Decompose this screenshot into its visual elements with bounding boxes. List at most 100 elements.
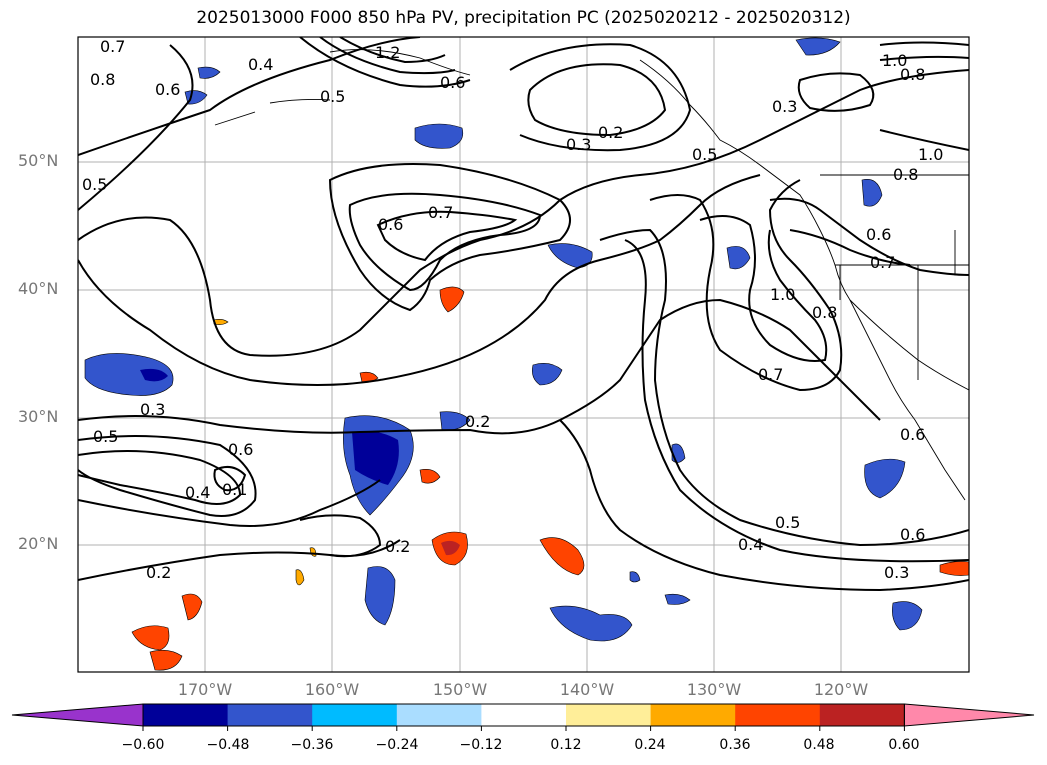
contour-label: 0.6 [900, 425, 925, 444]
map-frame [77, 36, 970, 673]
colorbar-bin [312, 704, 398, 726]
lon-label: 140°W [559, 680, 615, 699]
pv-contour [789, 229, 911, 266]
precip-blob [352, 431, 399, 485]
pv-contour [78, 44, 194, 211]
pv-contour [769, 197, 969, 276]
contour-label: 0.8 [900, 65, 925, 84]
contour-label: 1.0 [882, 51, 907, 70]
lon-label: 130°W [686, 680, 742, 699]
contour-label: 0.6 [866, 225, 891, 244]
colorbar-bin [735, 704, 821, 726]
lon-label: 170°W [177, 680, 233, 699]
map-title: 2025013000 F000 850 hPa PV, precipitatio… [196, 8, 851, 28]
pv-contour [559, 419, 969, 592]
contour-label: 0.5 [692, 145, 717, 164]
colorbar-bin [143, 704, 229, 726]
contour-label: 1.0 [770, 285, 795, 304]
precip-blob [181, 593, 203, 621]
pv-contour [299, 37, 471, 88]
contour-label: 0.6 [900, 525, 925, 544]
contour-label: 0.6 [440, 73, 465, 92]
contour-label: 0.2 [385, 537, 410, 556]
contour-label: 0.5 [775, 513, 800, 532]
precip-blob [441, 540, 460, 556]
lat-label: 20°N [18, 534, 59, 553]
pv-contours [78, 37, 969, 592]
precip-blob [629, 571, 641, 583]
colorbar-tick-label: 0.60 [888, 737, 920, 753]
pv-contour [509, 43, 692, 152]
contour-label: 0.1 [222, 480, 247, 499]
pv-contour [599, 228, 969, 547]
contour-label: 0.2 [146, 563, 171, 582]
precip-blob [364, 566, 396, 626]
colorbar-tick-label: −0.24 [375, 737, 419, 753]
precip-blob [197, 66, 221, 79]
lat-label: 50°N [18, 151, 59, 170]
contour-label: 0.3 [140, 400, 165, 419]
precip-blob [149, 649, 183, 671]
colorbar-tick-label: −0.60 [121, 737, 165, 753]
pv-contour [78, 435, 257, 517]
pv-contour [797, 72, 875, 112]
contour-label: 0.3 [566, 135, 591, 154]
precip-blob [864, 458, 906, 499]
colorbar-tick-label: −0.36 [290, 737, 334, 753]
contour-label: 0.6 [155, 80, 180, 99]
contour-label: 0.2 [465, 412, 490, 431]
pv-contour [699, 215, 828, 362]
contour-label: 0.6 [378, 215, 403, 234]
contour-label: 0.4 [738, 535, 763, 554]
precip-blob [892, 601, 923, 631]
precip-blob [140, 368, 168, 382]
contour-label: 0.5 [320, 87, 345, 106]
pv-contour [879, 41, 969, 151]
precip-blob [439, 286, 465, 313]
contour-label: 0.8 [812, 303, 837, 322]
colorbar-bin [481, 704, 567, 726]
contour-label: 0.7 [758, 365, 783, 384]
precip-blob [213, 319, 229, 325]
pv-contour [649, 179, 843, 392]
colorbar-bin [650, 704, 736, 726]
lat-label: 40°N [18, 279, 59, 298]
contour-label: 0.3 [772, 97, 797, 116]
precip-blob [726, 246, 751, 270]
pv-contour [319, 37, 456, 75]
lat-label: 30°N [18, 407, 59, 426]
contour-label: 0.5 [82, 175, 107, 194]
pv-contour [299, 514, 382, 558]
pv-contour [328, 163, 571, 312]
lon-label: 120°W [813, 680, 869, 699]
pv-contour [376, 210, 518, 262]
pv-contour [78, 174, 761, 386]
contour-label: 0.2 [598, 123, 623, 142]
contour-label: 0.3 [884, 563, 909, 582]
precip-blob [861, 179, 883, 207]
precip-blob [939, 561, 969, 576]
colorbar-tick-label: 0.12 [550, 737, 582, 753]
precip-blob [295, 569, 305, 586]
contour-label: 1.2 [375, 43, 400, 62]
colorbar-bin [396, 704, 482, 726]
contour-label: 0.6 [228, 440, 253, 459]
precipitation-shading [84, 37, 969, 671]
precip-blob [795, 37, 841, 56]
contour-label: 0.7 [428, 203, 453, 222]
precip-blob [532, 363, 563, 386]
pv-contour [527, 63, 667, 137]
precip-blob [419, 469, 441, 484]
precip-blob [414, 123, 464, 149]
contour-label: 0.4 [248, 55, 273, 74]
colorbar-bin [566, 704, 652, 726]
contour-label: 0.7 [100, 37, 125, 56]
colorbar [11, 703, 1035, 731]
lon-label: 160°W [304, 680, 360, 699]
colorbar-bin [227, 704, 313, 726]
colorbar-tick-label: −0.48 [206, 737, 250, 753]
colorbar-extend-high [903, 703, 1035, 727]
contour-label: 0.7 [870, 253, 895, 272]
lon-label: 150°W [432, 680, 488, 699]
